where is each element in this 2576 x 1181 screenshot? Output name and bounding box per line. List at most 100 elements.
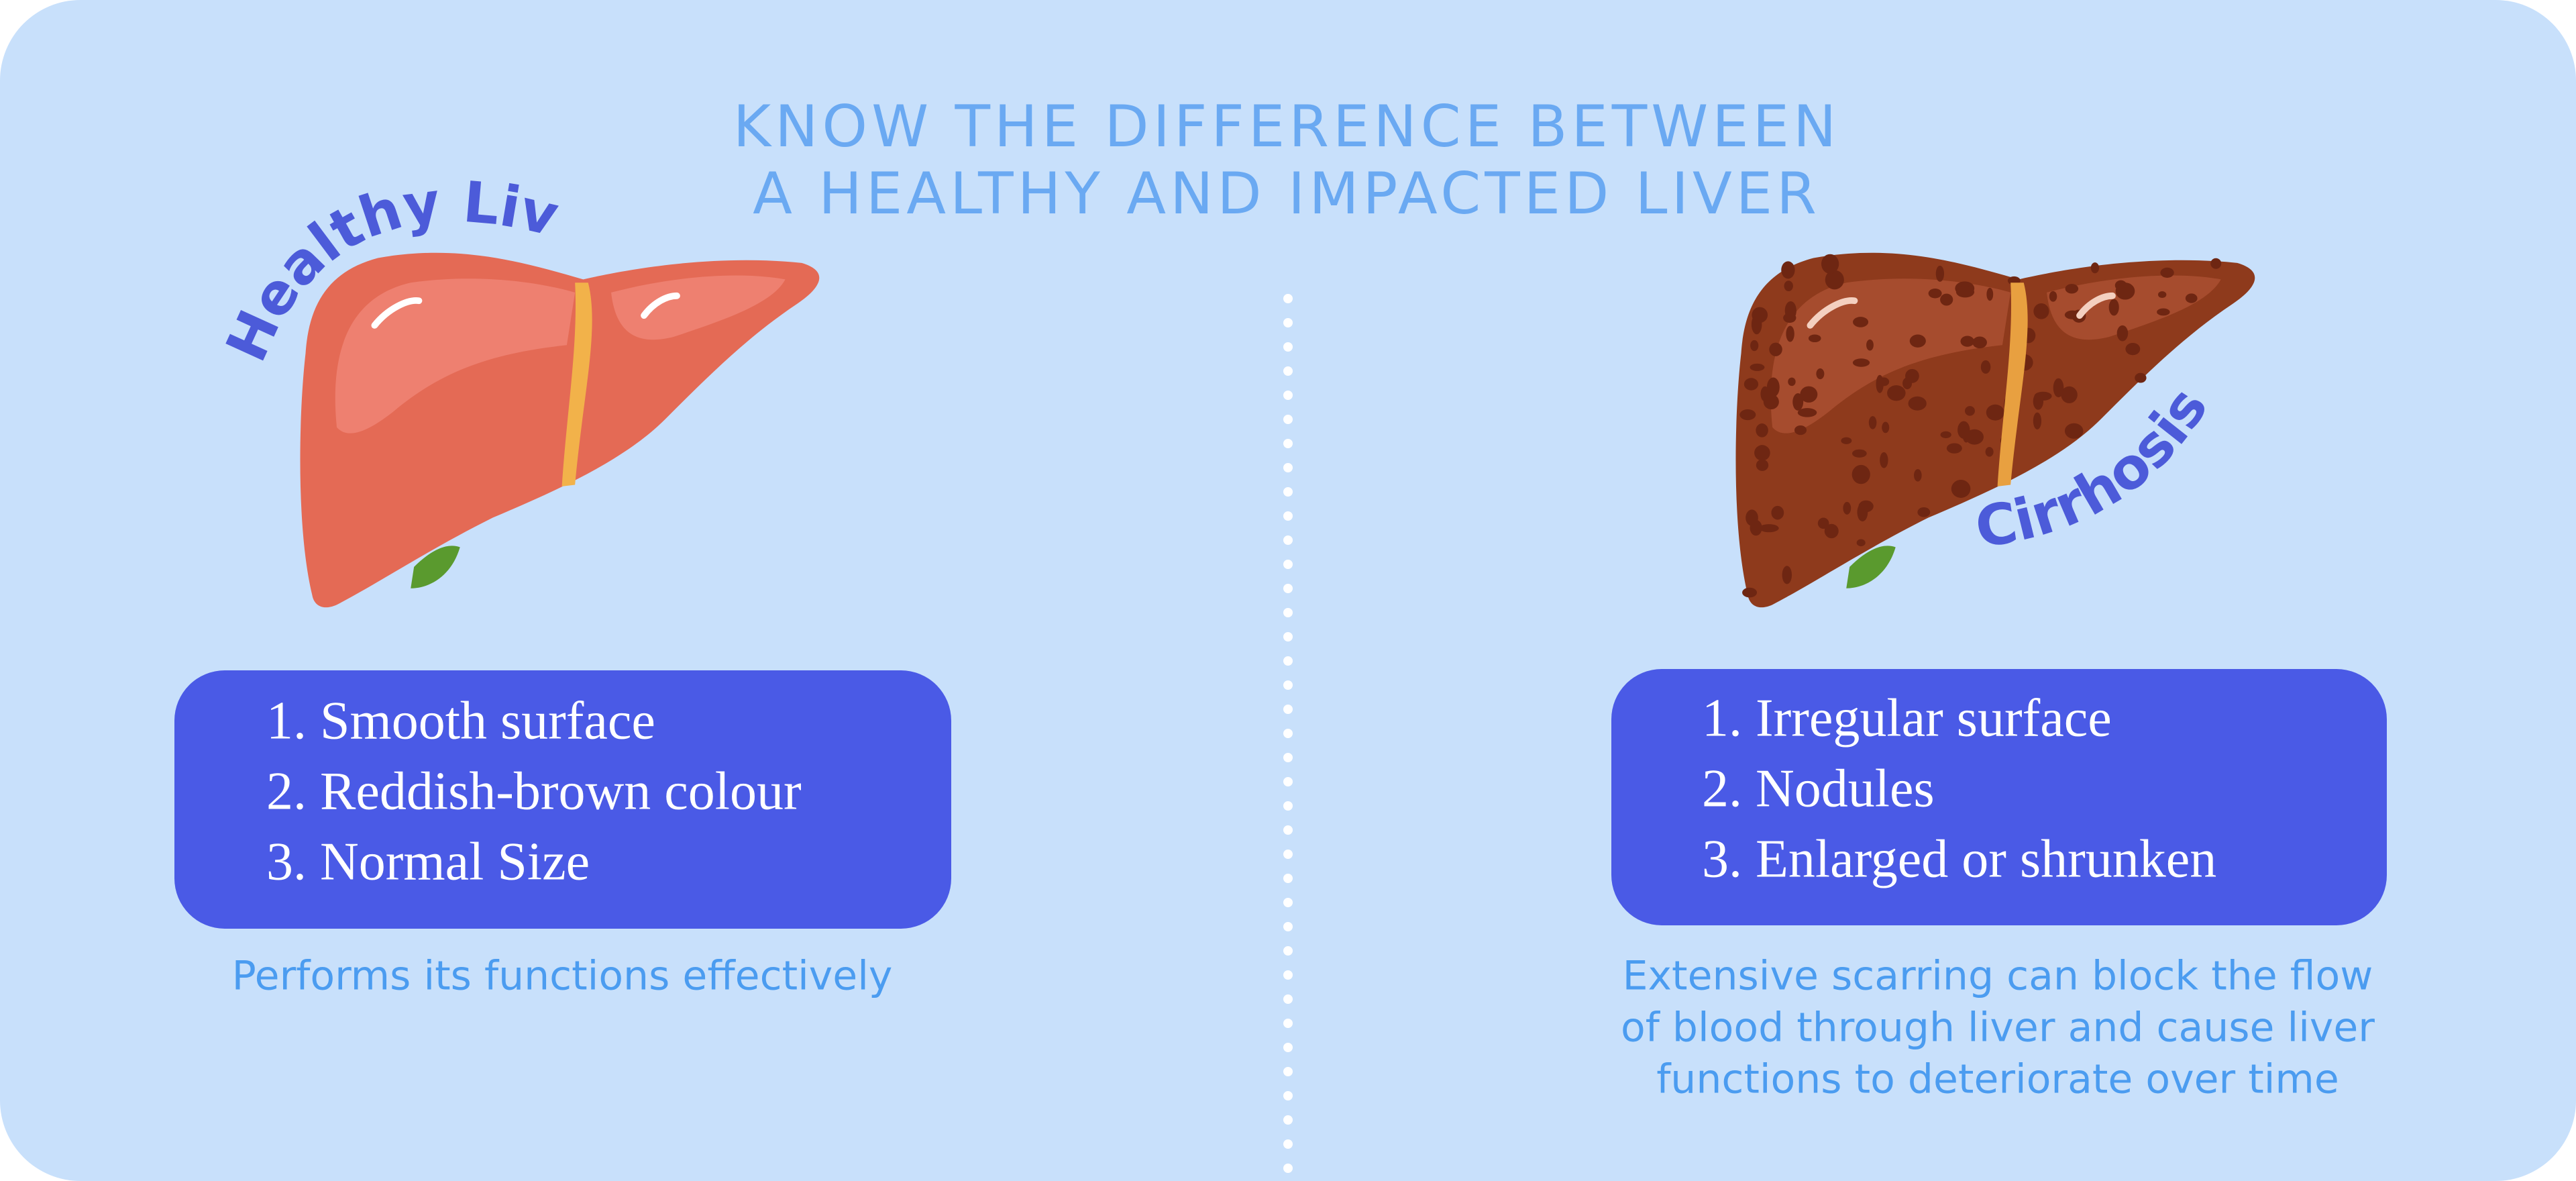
nodule (2185, 293, 2198, 303)
nodule (1843, 502, 1851, 515)
nodule (1788, 377, 1796, 387)
nodule (1965, 429, 1984, 445)
nodule (1781, 261, 1795, 279)
title-line: KNOW THE DIFFERENCE BETWEEN (733, 93, 1841, 160)
caption-line: of blood through liver and cause liver (1621, 1005, 2375, 1051)
nodule (1792, 393, 1804, 411)
nodule (1800, 386, 1818, 403)
nodule (2116, 325, 2129, 342)
nodule (1750, 519, 1762, 536)
nodule (1964, 406, 1975, 416)
nodule (1771, 505, 1784, 520)
caption-line: Extensive scarring can block the flow (1623, 953, 2373, 1000)
nodule (1851, 464, 1870, 484)
cirrhosis-liver-illustration (1735, 252, 2255, 608)
nodule (1841, 437, 1852, 444)
nodule (1851, 449, 1867, 458)
nodule (2065, 284, 2079, 294)
nodule (1769, 342, 1782, 356)
nodule (1824, 523, 1839, 539)
nodule (1754, 445, 1770, 461)
nodule (1986, 287, 1994, 301)
nodule (1985, 447, 1994, 457)
features-box (1611, 669, 2387, 925)
caption-line: Performs its functions effectively (232, 953, 893, 1000)
nodule (1782, 566, 1792, 584)
nodule (2053, 378, 2064, 398)
nodule (1750, 363, 1765, 371)
feature-item: 2. Reddish-brown colour (266, 762, 802, 821)
nodule (1739, 409, 1756, 421)
nodule (2033, 303, 2049, 319)
nodule (1784, 301, 1796, 320)
nodule (1972, 336, 1987, 349)
nodule (1853, 317, 1869, 327)
title-line: A HEALTHY AND IMPACTED LIVER (753, 160, 1821, 227)
nodule (1756, 459, 1769, 471)
nodule (1914, 469, 1922, 482)
nodule (1794, 425, 1807, 435)
healthy-liver-illustration (300, 252, 820, 608)
feature-item: 3. Normal Size (266, 832, 590, 891)
nodule (2049, 291, 2057, 302)
nodule (2210, 258, 2222, 269)
nodule (1940, 293, 1953, 306)
feature-item: 1. Smooth surface (266, 691, 655, 750)
nodule (2157, 308, 2170, 316)
nodule (2115, 283, 2135, 300)
nodule (1808, 334, 1821, 343)
nodule (1797, 408, 1817, 417)
nodule (1908, 396, 1927, 411)
nodule (1856, 539, 1866, 547)
nodule (2160, 267, 2174, 278)
nodule (1858, 500, 1874, 513)
nodule (1786, 325, 1794, 342)
nodule (1909, 334, 1926, 348)
nodule (1928, 289, 1942, 299)
nodule (1852, 358, 1870, 367)
nodule (1751, 314, 1762, 335)
caption-line: functions to deteriorate over time (1656, 1056, 2339, 1103)
nodule (1887, 385, 1906, 401)
nodule (2125, 342, 2141, 356)
nodule (1759, 524, 1779, 533)
nodule (2135, 372, 2147, 383)
nodule (1756, 423, 1768, 438)
nodule (1951, 480, 1971, 498)
nodule (1784, 280, 1793, 292)
nodule (1825, 270, 1844, 290)
nodule (2157, 291, 2167, 299)
nodule (1878, 377, 1890, 387)
nodule (2090, 262, 2100, 274)
nodule (1766, 377, 1780, 397)
nodule (1760, 386, 1770, 402)
nodule (1940, 431, 1951, 439)
nodule (2064, 310, 2080, 319)
features-box (174, 670, 951, 929)
nodule (1816, 368, 1825, 380)
nodule (1980, 360, 1991, 374)
nodule (1750, 340, 1759, 352)
nodule (1743, 378, 1759, 391)
feature-item: 2. Nodules (1702, 759, 1935, 818)
nodule (1905, 368, 1919, 383)
nodule (1917, 507, 1931, 517)
nodule (2064, 423, 2084, 439)
content: 1. Smooth surface 2. Reddish-brown colour… (232, 688, 2375, 1102)
feature-item: 1. Irregular surface (1702, 688, 2112, 748)
nodule (2108, 299, 2119, 316)
nodule (1868, 416, 1877, 429)
nodule (1742, 587, 1758, 598)
nodule (1935, 265, 1945, 282)
feature-item: 3. Enlarged or shrunken (1702, 829, 2216, 888)
nodule (2061, 386, 2078, 403)
nodule (1817, 517, 1829, 529)
nodule (1866, 339, 1874, 351)
nodule (2034, 391, 2052, 401)
nodule (1821, 254, 1839, 274)
nodule (1880, 452, 1888, 468)
nodule (1955, 286, 1975, 298)
